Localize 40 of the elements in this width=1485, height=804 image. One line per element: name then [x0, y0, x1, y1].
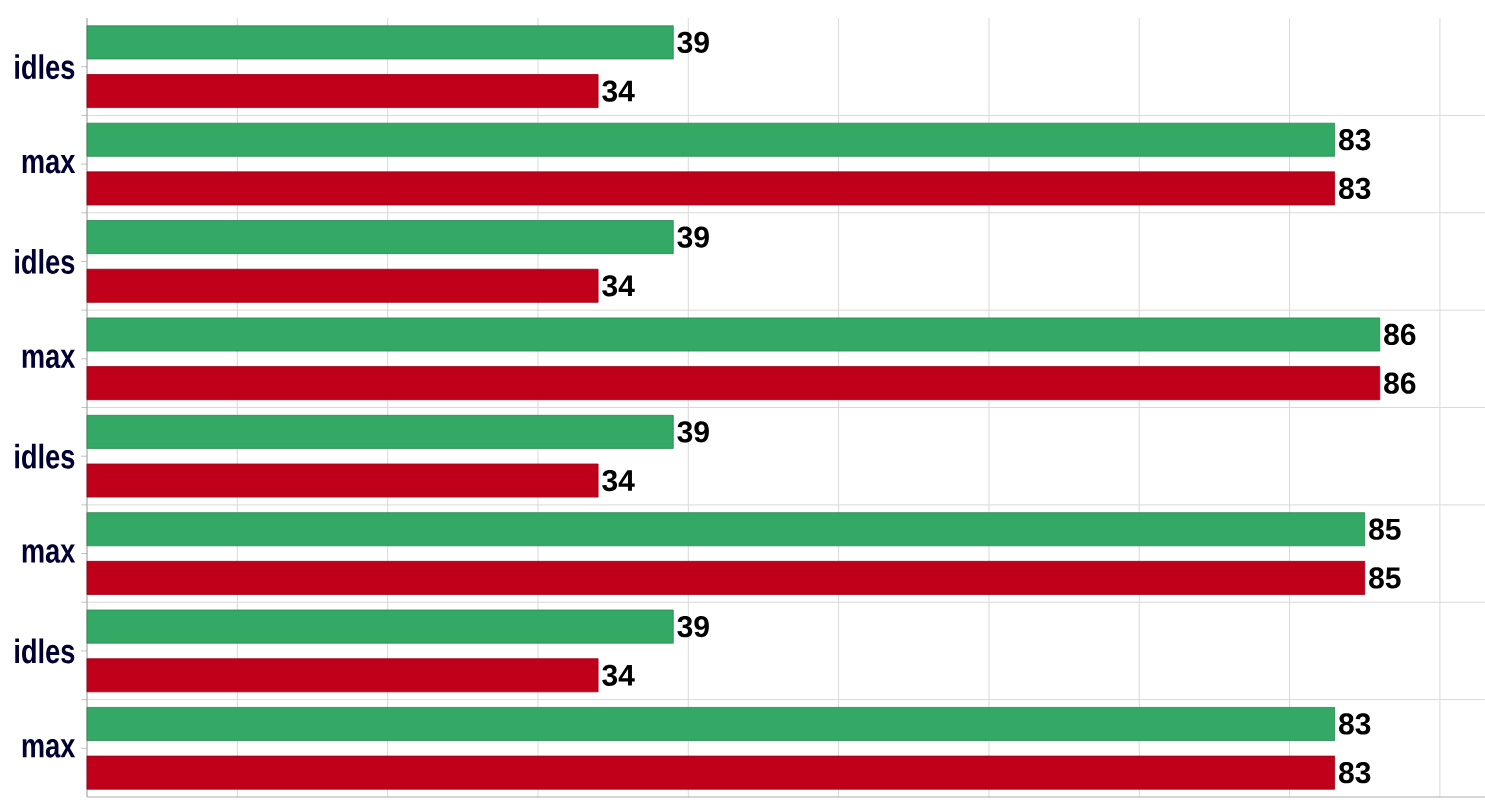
data-label: 34 [602, 275, 635, 297]
data-label: 85 [1369, 518, 1401, 540]
y-tick-label: idles [15, 638, 75, 664]
bar [86, 609, 674, 644]
data-label: 39 [677, 226, 709, 248]
bar [86, 658, 599, 693]
bar [86, 122, 1336, 157]
data-label: 83 [1339, 762, 1371, 784]
y-tick-label: idles [15, 248, 75, 274]
data-label: 83 [1339, 177, 1371, 200]
data-label: 34 [602, 664, 635, 686]
data-label: 83 [1339, 713, 1371, 735]
bar [86, 414, 674, 449]
bar [86, 317, 1381, 352]
bar [86, 755, 1336, 790]
y-tick-label: idles [15, 443, 75, 469]
data-label: 39 [677, 421, 709, 443]
y-tick-label: max [22, 544, 76, 563]
y-tick-label: max [22, 154, 76, 174]
data-label: 86 [1384, 323, 1416, 346]
data-label: 85 [1369, 567, 1401, 589]
bar [86, 463, 599, 498]
bar [86, 268, 599, 303]
y-tick-label: max [22, 738, 76, 758]
data-label: 34 [602, 80, 635, 102]
data-label: 34 [602, 469, 635, 492]
bar [86, 560, 1366, 595]
y-tick-label: max [22, 349, 76, 369]
data-label: 39 [677, 615, 709, 638]
bar [86, 74, 599, 108]
bar [86, 171, 1336, 206]
bar [86, 25, 674, 60]
bar [86, 220, 674, 255]
data-label: 86 [1384, 372, 1416, 394]
y-tick-label: idles [15, 54, 75, 80]
data-label: 39 [677, 31, 709, 54]
bar [86, 512, 1366, 547]
bar [86, 707, 1336, 741]
data-label: 83 [1339, 129, 1371, 151]
bar [86, 366, 1381, 401]
